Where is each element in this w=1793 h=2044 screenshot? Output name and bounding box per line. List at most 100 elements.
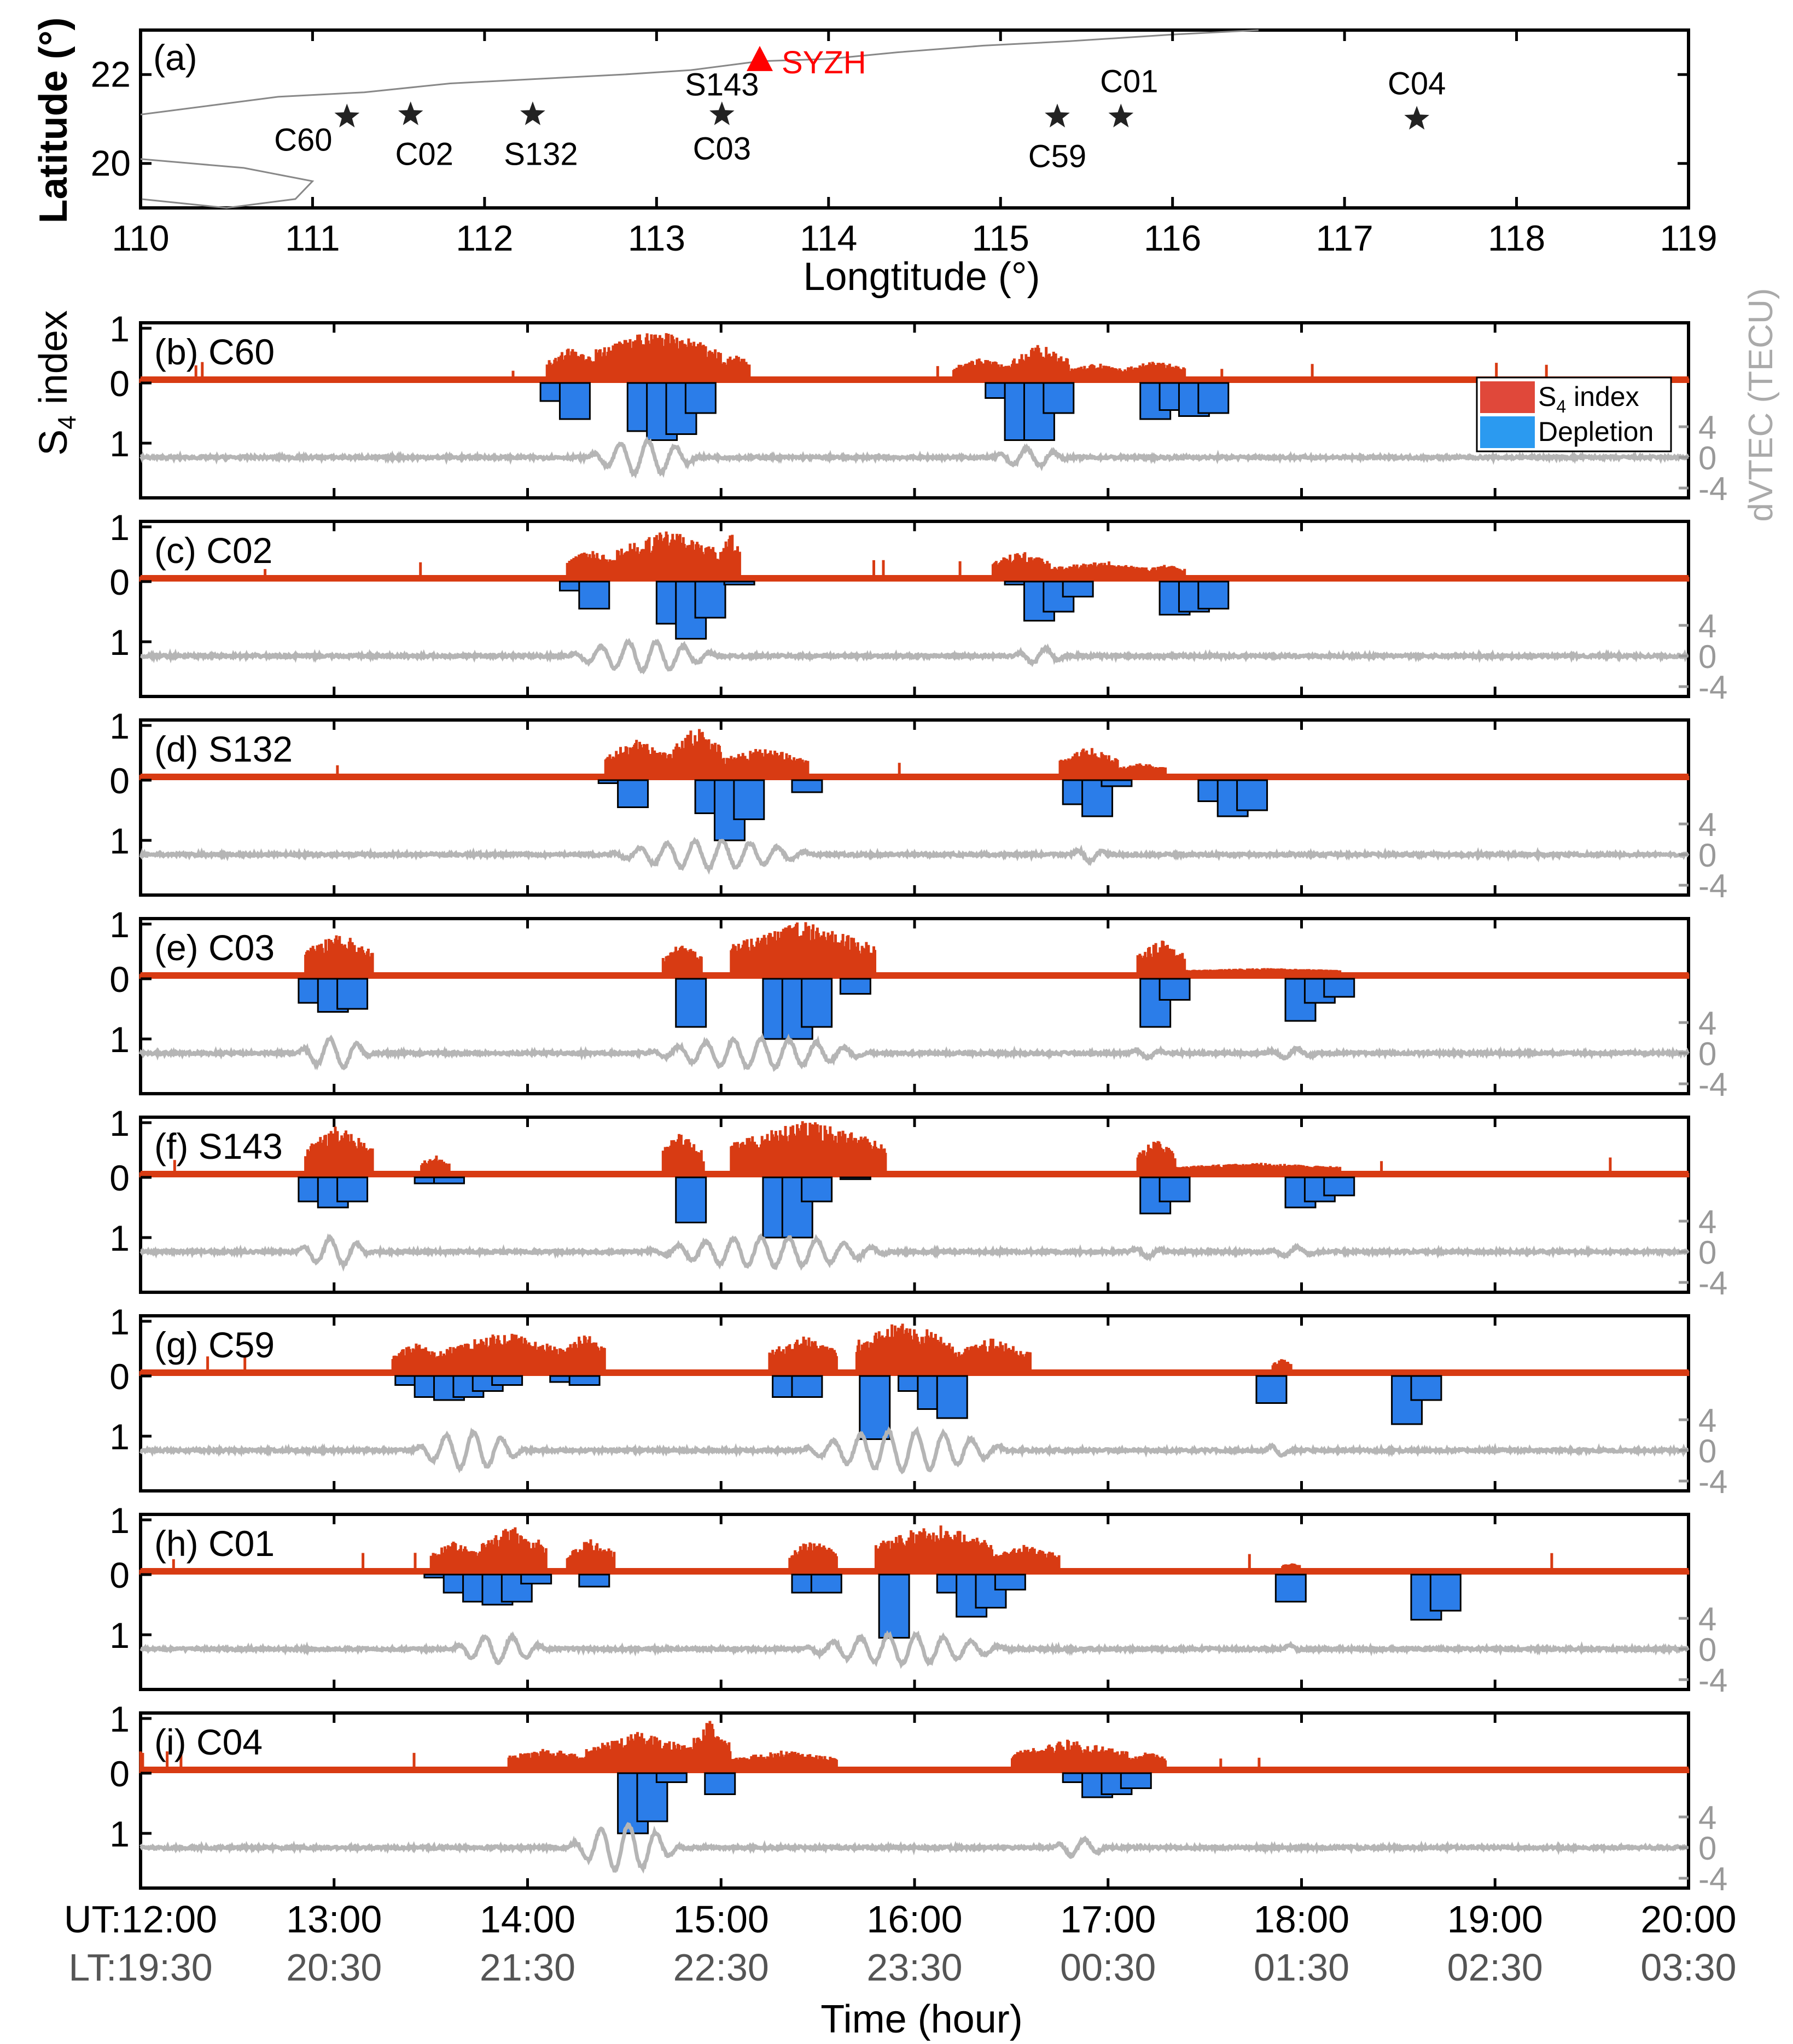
panel-right-tick-label: -4 — [1698, 471, 1727, 507]
star-c03 — [709, 101, 735, 125]
map-xtick-label: 114 — [800, 218, 857, 258]
ut-tick-label: 13:00 — [286, 1898, 382, 1941]
sat-label-c01: C01 — [1100, 63, 1158, 99]
depletion-bar — [1101, 779, 1133, 787]
map-xlabel: Longtitude (°) — [803, 255, 1040, 299]
depletion-bar — [878, 1573, 910, 1639]
panel-ytick-label: 0 — [109, 1158, 130, 1198]
sat-label-c03: C03 — [693, 131, 751, 166]
s4-bars — [139, 1525, 1690, 1575]
ut-tick-label: 15:00 — [673, 1898, 769, 1941]
panel-frame — [139, 520, 1690, 698]
depletion-bar — [733, 779, 765, 820]
star-c60 — [334, 103, 360, 127]
bottom-axis: UT:12:00 LT:19:30 13:00 20:30 14:00 21:30 15:0… — [64, 1898, 1737, 1989]
sat-label-s143: S143 — [685, 67, 759, 102]
panel-right-tick-label: 4 — [1698, 608, 1716, 644]
panel-ytick-label: 1 — [109, 1019, 130, 1060]
sat-label-c02: C02 — [395, 136, 453, 172]
panel-c03: 101 40-4(e) C03 — [109, 904, 1727, 1103]
depletion-bar — [675, 978, 707, 1028]
panel-right-tick-label: -4 — [1698, 868, 1727, 904]
dvtec-axis-label: dVTEC (TECU) — [1742, 288, 1780, 521]
panel-ytick-label: 1 — [109, 1302, 130, 1342]
panel-right-tick-label: -4 — [1698, 1662, 1727, 1699]
map-xtick-label: 115 — [972, 218, 1029, 258]
depletion-bar — [568, 1375, 601, 1386]
depletion-bar — [520, 1573, 552, 1584]
depletion-bar — [675, 1176, 707, 1223]
ut-tick-label: UT:12:00 — [64, 1898, 217, 1941]
panel-frame — [139, 917, 1690, 1095]
depletion-bar — [1274, 1573, 1307, 1602]
panel-ytick-label: 1 — [109, 1103, 130, 1143]
depletion-bar — [433, 1176, 465, 1184]
panel-c04: 101 40-4(i) C04 — [109, 1699, 1727, 1897]
depletion-bar — [801, 1176, 833, 1203]
ut-tick-label: 18:00 — [1254, 1898, 1349, 1941]
lt-tick-label: LT:19:30 — [68, 1946, 212, 1989]
panel-right-tick-label: 4 — [1698, 1204, 1716, 1240]
depletion-bar — [1323, 978, 1355, 998]
panel-ytick-label: 1 — [109, 821, 130, 861]
sat-label-s132: S132 — [504, 136, 578, 172]
dvtec-line — [140, 637, 1689, 675]
panel-ytick-label: 0 — [109, 1356, 130, 1397]
s4-axis-label: S4 index — [32, 310, 81, 456]
s4-bars — [139, 1121, 1690, 1177]
panel-right-tick-label: -4 — [1698, 1265, 1727, 1302]
panel-right-tick-label: 0 — [1698, 837, 1716, 874]
panel-right-tick-label: 0 — [1698, 1234, 1716, 1271]
map-ytick-label: 20 — [91, 143, 131, 183]
panel-label: (f) S143 — [154, 1126, 283, 1166]
panel-right-tick-label: 0 — [1698, 440, 1716, 477]
panel-right-tick-label: 0 — [1698, 1036, 1716, 1072]
map-xtick-label: 112 — [456, 218, 513, 258]
panel-right-tick-label: 4 — [1698, 1402, 1716, 1439]
sat-label-c60: C60 — [274, 122, 332, 158]
map-panel: SYZH C60 C02 S132 C03 S143 C59 C01 C04 (a) Latit… — [32, 18, 1718, 299]
panel-right-tick-label: -4 — [1698, 1861, 1727, 1897]
depletion-bar — [1323, 1176, 1355, 1197]
panel-frame — [139, 321, 1690, 500]
time-axis-title: Time (hour) — [820, 1997, 1022, 2041]
panel-right-tick-label: -4 — [1698, 1066, 1727, 1103]
depletion-bar — [578, 580, 610, 609]
panel-c02: 101 40-4(c) C02 — [109, 507, 1727, 706]
panel-ytick-label: 1 — [109, 1814, 130, 1854]
legend-depletion-swatch — [1480, 416, 1535, 448]
s4-bars — [139, 1721, 1690, 1773]
depletion-bar — [617, 779, 649, 808]
lt-tick-label: 20:30 — [286, 1946, 382, 1989]
panel-right-tick-label: -4 — [1698, 1464, 1727, 1500]
dvtec-line — [138, 1033, 1690, 1072]
s4-bars — [139, 1323, 1690, 1376]
panel-right-tick-label: 4 — [1698, 1601, 1716, 1637]
panel-right-tick-label: 0 — [1698, 1631, 1716, 1668]
panel-right-tick-label: 4 — [1698, 1005, 1716, 1042]
panel-ytick-label: 1 — [109, 1416, 130, 1457]
ut-tick-label: 14:00 — [480, 1898, 575, 1941]
s4-bars — [139, 922, 1690, 979]
station-label: SYZH — [782, 45, 866, 80]
map-ylabel: Latitude (°) — [32, 18, 75, 224]
map-x-ticks: 110 111 112 113 114 115 116 117 118 119 — [112, 30, 1718, 258]
star-c02 — [398, 101, 423, 125]
depletion-bar — [336, 1176, 369, 1203]
map-frame — [139, 28, 1690, 210]
depletion-bar — [859, 1375, 891, 1440]
panel-s132: 101 40-4(d) S132 — [109, 706, 1727, 904]
lt-tick-label: 21:30 — [480, 1946, 575, 1989]
depletion-bar — [936, 1375, 968, 1419]
depletion-bar — [1062, 580, 1094, 597]
panel-ytick-label: 1 — [109, 423, 130, 464]
panel-c60: 101 40-4(b) C60 — [109, 309, 1727, 507]
panel-c59: 101 40-4(g) C59 — [109, 1302, 1727, 1500]
map-xtick-label: 118 — [1488, 218, 1545, 258]
depletion-bar — [694, 580, 726, 619]
depletion-bar — [1120, 1772, 1152, 1789]
panel-s143: 101 40-4(f) S143 — [109, 1103, 1727, 1302]
map-panel-label: (a) — [153, 37, 197, 78]
panel-label: (g) C59 — [154, 1325, 275, 1365]
